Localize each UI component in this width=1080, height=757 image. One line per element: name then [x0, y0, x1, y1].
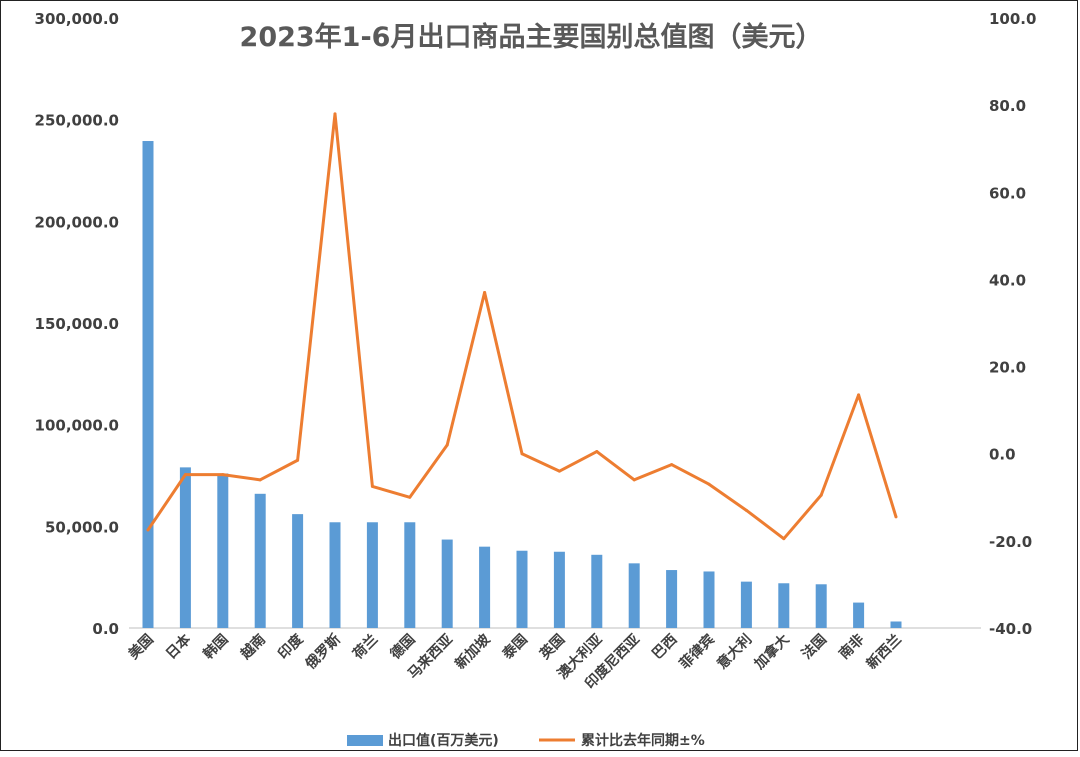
category-label: 韩国	[200, 631, 232, 663]
bar	[217, 473, 229, 628]
bar	[553, 551, 565, 628]
bar	[292, 514, 304, 628]
line-point	[370, 484, 374, 488]
right-tick-label: -40.0	[989, 620, 1032, 638]
line-point	[707, 482, 711, 486]
right-tick-label: 0.0	[989, 446, 1016, 464]
category-label: 加拿大	[750, 631, 792, 673]
left-tick-label: 200,000.0	[35, 213, 119, 231]
line-point	[632, 478, 636, 482]
line-point	[258, 478, 262, 482]
bar	[890, 621, 902, 628]
category-label: 越南	[237, 631, 270, 664]
line-point	[819, 493, 823, 497]
category-label: 菲律宾	[676, 631, 718, 673]
bar	[853, 602, 865, 628]
legend: 出口值(百万美元) 累计比去年同期±%	[347, 732, 705, 749]
legend-bar-label: 出口值(百万美元)	[388, 732, 499, 749]
line-series	[146, 112, 898, 541]
left-tick-label: 50,000.0	[45, 518, 119, 536]
bar	[404, 522, 416, 628]
category-label: 英国	[536, 631, 569, 664]
category-label: 荷兰	[349, 631, 382, 664]
category-label: 南非	[836, 631, 868, 663]
category-label: 印度	[275, 630, 308, 663]
category-label: 巴西	[649, 632, 680, 663]
category-label: 日本	[162, 630, 195, 663]
left-tick-label: 100,000.0	[35, 417, 119, 435]
left-tick-label: 0.0	[92, 620, 119, 638]
right-tick-label: 60.0	[989, 184, 1026, 202]
line-point	[520, 452, 524, 456]
bar	[703, 571, 715, 628]
bar	[666, 570, 678, 628]
line-point	[744, 508, 748, 512]
bar	[628, 563, 640, 628]
bar	[516, 550, 528, 628]
category-label: 新西兰	[863, 631, 905, 673]
line-point	[557, 469, 561, 473]
line-point	[408, 495, 412, 499]
line-point	[183, 473, 187, 477]
bar	[142, 141, 154, 628]
right-tick-label: 100.0	[989, 10, 1036, 28]
bar	[329, 522, 341, 628]
line-point	[595, 450, 599, 454]
right-axis-ticks: -40.0 -20.0 0.0 20.0 40.0 60.0 80.0 100.0	[989, 10, 1036, 638]
line-point	[445, 443, 449, 447]
line-point	[333, 112, 337, 116]
left-axis-ticks: 0.0 50,000.0 100,000.0 150,000.0 200,000.0 25…	[35, 10, 119, 638]
bar	[479, 546, 491, 628]
legend-line-label: 累计比去年同期±%	[581, 732, 705, 749]
left-tick-label: 300,000.0	[35, 10, 119, 28]
bar	[366, 522, 378, 628]
category-label: 德国	[387, 631, 419, 663]
category-label: 俄罗斯	[301, 631, 343, 673]
bar	[591, 554, 603, 628]
line-path	[146, 112, 898, 541]
category-label: 新加坡	[452, 630, 494, 672]
bar	[740, 581, 752, 628]
bar	[441, 539, 453, 628]
bar	[179, 467, 191, 628]
bar	[815, 584, 827, 628]
left-tick-label: 150,000.0	[35, 315, 119, 333]
line-point	[146, 528, 150, 532]
category-label: 意大利	[714, 631, 756, 673]
chart-title: 2023年1-6月出口商品主要国别总值图（美元）	[240, 21, 823, 53]
bar-series	[142, 141, 902, 628]
line-point	[782, 537, 786, 541]
line-point	[857, 393, 861, 397]
right-tick-label: 20.0	[989, 359, 1026, 377]
line-point	[296, 458, 300, 462]
left-tick-label: 250,000.0	[35, 112, 119, 130]
right-tick-label: 80.0	[989, 97, 1026, 115]
line-point	[221, 473, 225, 477]
line-point	[894, 515, 898, 519]
right-tick-label: -20.0	[989, 533, 1032, 551]
line-point	[483, 291, 487, 294]
category-label: 泰国	[498, 631, 531, 664]
category-label: 法国	[798, 631, 830, 663]
bar	[254, 493, 266, 628]
category-label: 美国	[125, 631, 157, 663]
line-point	[670, 463, 674, 467]
legend-bar-swatch	[347, 735, 383, 746]
right-tick-label: 40.0	[989, 271, 1026, 289]
bar	[778, 583, 790, 628]
